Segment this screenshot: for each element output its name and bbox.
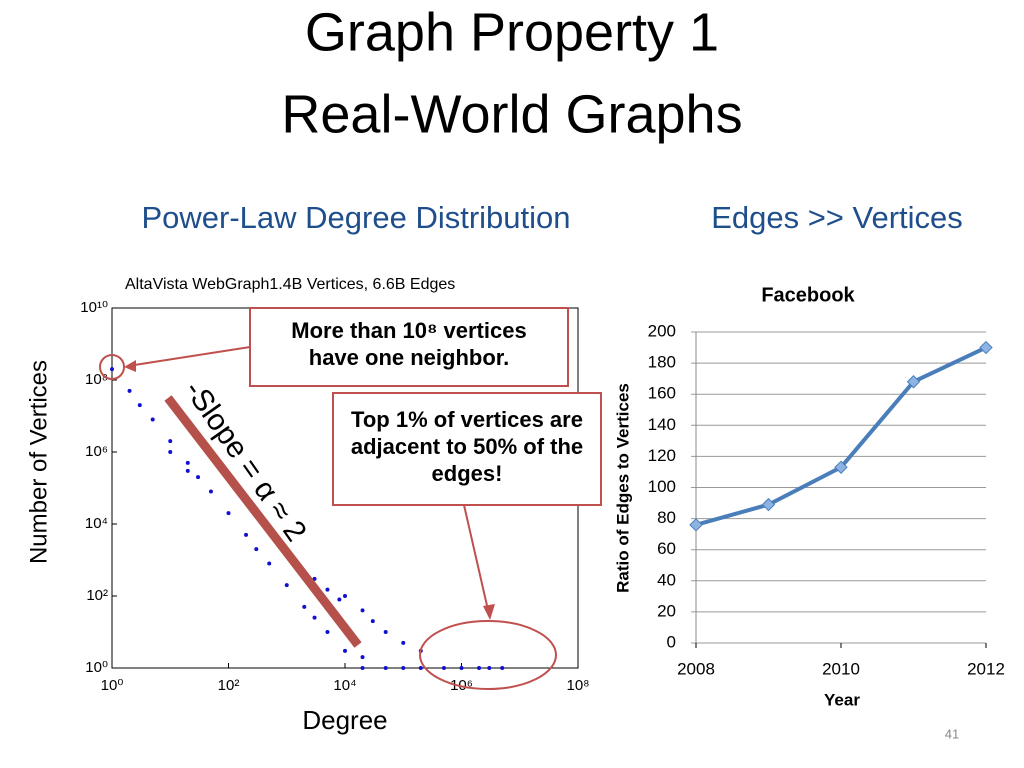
point <box>360 655 365 660</box>
point <box>401 640 406 645</box>
point <box>477 666 482 670</box>
point <box>360 666 365 670</box>
point <box>254 547 259 552</box>
point <box>185 460 190 465</box>
x-axis-label: Year <box>824 690 860 709</box>
y-tick-label: 10⁸ <box>85 371 108 388</box>
highlight-ellipse <box>419 620 557 690</box>
arrow <box>463 504 489 611</box>
point <box>302 604 307 609</box>
point <box>127 388 132 393</box>
point <box>312 615 317 620</box>
y-tick-label: 20 <box>657 601 676 620</box>
x-tick-label: 10⁴ <box>333 677 356 694</box>
marker <box>906 375 921 389</box>
y-tick-label: 180 <box>648 353 676 372</box>
point <box>110 367 114 372</box>
point <box>337 597 342 602</box>
point <box>185 468 190 473</box>
chart-title: Facebook <box>761 284 855 306</box>
y-tick-label: 160 <box>648 384 676 403</box>
y-tick-label: 10² <box>86 587 108 604</box>
arrowhead <box>483 604 495 620</box>
point <box>312 576 317 581</box>
marker <box>979 340 993 355</box>
slope-label: -Slope = α ≈ 2 <box>178 375 313 548</box>
slide-title: Real-World Graphs <box>281 84 742 144</box>
y-tick-label: 140 <box>648 415 676 434</box>
callout: More than 10⁸ vertices have one neighbor… <box>249 307 569 387</box>
point <box>370 619 375 624</box>
slide-title: Graph Property 1 <box>305 2 719 62</box>
x-tick-label: 2012 <box>967 659 1005 678</box>
y-tick-label: 10¹⁰ <box>80 299 108 316</box>
point <box>383 666 388 670</box>
arrow <box>127 346 251 367</box>
y-tick-label: 120 <box>648 446 676 465</box>
point <box>168 450 173 454</box>
point <box>137 403 142 408</box>
y-tick-label: 10⁴ <box>85 515 108 532</box>
callout: Top 1% of vertices are adjacent to 50% o… <box>332 392 602 506</box>
point <box>401 666 406 670</box>
right-heading: Edges >> Vertices <box>711 200 963 235</box>
point <box>441 666 446 670</box>
y-axis-label: Number of Vertices <box>25 360 52 564</box>
point <box>208 489 213 494</box>
point <box>226 511 231 516</box>
x-tick-label: 10² <box>218 677 240 694</box>
point <box>244 532 249 537</box>
y-tick-label: 0 <box>667 632 676 651</box>
chart-subtitle: AltaVista WebGraph1.4B Vertices, 6.6B Ed… <box>125 276 455 293</box>
page-number: 41 <box>945 726 959 741</box>
point <box>267 561 272 566</box>
y-tick-label: 10⁰ <box>85 659 108 676</box>
x-tick-label: 2008 <box>677 659 715 678</box>
point <box>284 583 289 588</box>
x-tick-label: 10⁰ <box>101 677 124 694</box>
x-tick-label: 10⁸ <box>566 677 589 694</box>
point <box>196 475 201 480</box>
point <box>343 594 347 598</box>
marker <box>834 460 848 474</box>
x-tick-label: 2010 <box>822 659 860 678</box>
y-axis-label: Ratio of Edges to Vertices <box>613 383 632 593</box>
point <box>383 630 388 634</box>
y-tick-label: 100 <box>648 477 676 496</box>
series-line <box>695 345 987 527</box>
left-heading: Power-Law Degree Distribution <box>141 200 570 235</box>
y-tick-label: 200 <box>648 321 676 340</box>
point <box>325 587 330 592</box>
slope-line <box>164 395 362 648</box>
point <box>459 666 464 670</box>
point <box>500 666 505 670</box>
y-tick-label: 60 <box>657 539 676 558</box>
y-tick-label: 10⁶ <box>85 443 108 460</box>
point <box>325 630 330 634</box>
marker <box>761 497 776 512</box>
x-axis-label: Degree <box>302 705 387 735</box>
point <box>360 608 365 613</box>
y-tick-label: 80 <box>657 508 676 527</box>
y-tick-label: 40 <box>657 570 676 589</box>
marker <box>689 518 703 532</box>
point <box>418 666 423 670</box>
point <box>343 648 347 653</box>
arrowhead <box>124 360 136 372</box>
point <box>168 439 173 444</box>
point <box>487 666 492 670</box>
point <box>150 417 155 422</box>
